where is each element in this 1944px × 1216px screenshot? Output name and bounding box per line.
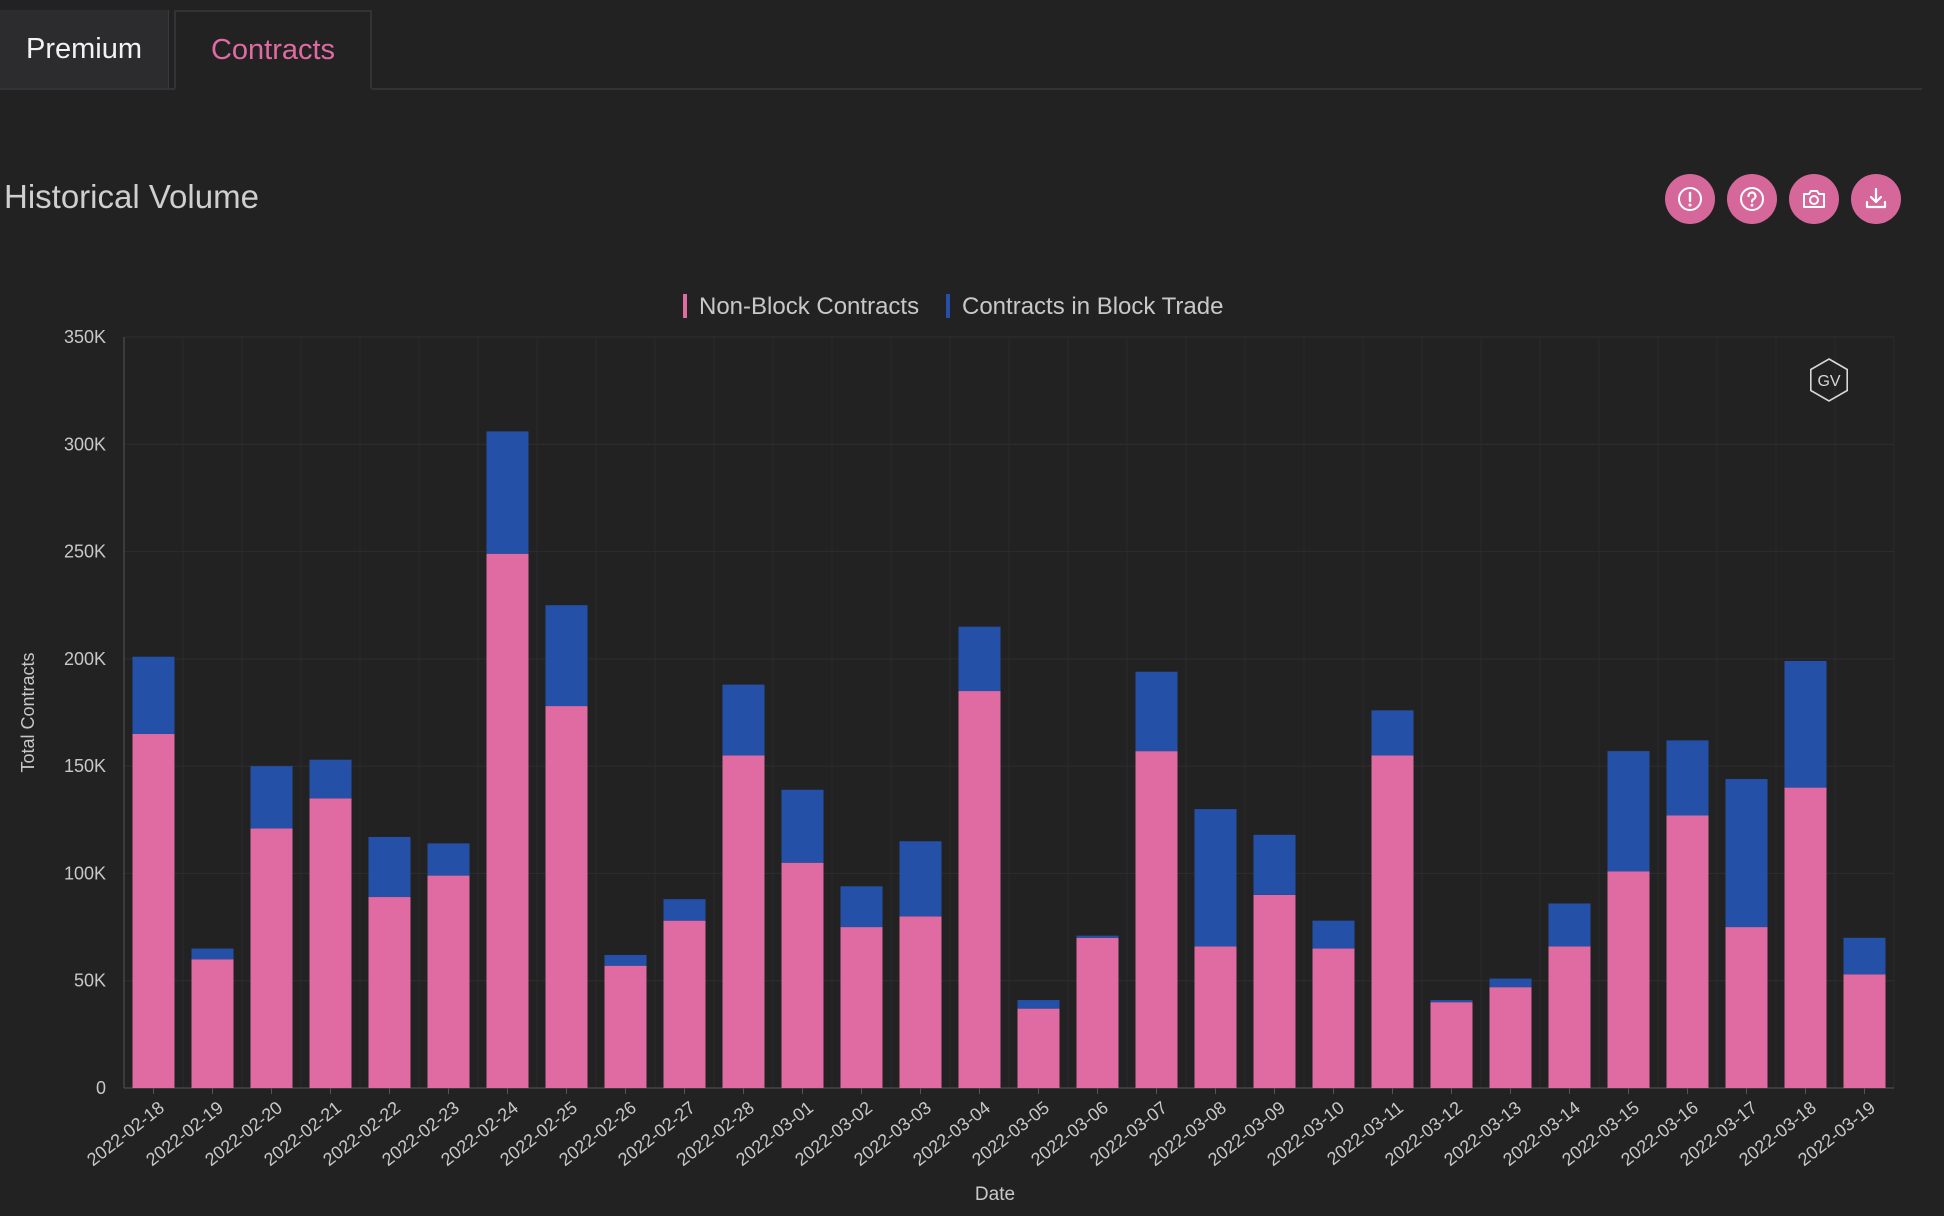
bar-non-block[interactable] <box>604 965 647 1088</box>
bar-block-trade[interactable] <box>781 789 824 863</box>
alert-icon <box>1678 187 1702 211</box>
bar-block-trade[interactable] <box>427 843 470 876</box>
screenshot-button[interactable] <box>1789 174 1839 224</box>
y-tick-label: 150K <box>64 756 106 776</box>
bar-non-block[interactable] <box>1784 787 1827 1088</box>
bar-non-block[interactable] <box>368 897 411 1088</box>
download-button[interactable] <box>1851 174 1901 224</box>
y-tick-label: 300K <box>64 434 106 454</box>
bar-block-trade[interactable] <box>368 836 411 898</box>
bar-non-block[interactable] <box>309 798 352 1088</box>
bar-non-block[interactable] <box>1725 927 1768 1088</box>
bar-block-trade[interactable] <box>545 605 588 707</box>
bar-non-block[interactable] <box>840 927 883 1088</box>
bar-non-block[interactable] <box>1843 974 1886 1088</box>
bar-block-trade[interactable] <box>1843 937 1886 975</box>
bar-non-block[interactable] <box>132 733 175 1088</box>
bar-block-trade[interactable] <box>1430 1000 1473 1003</box>
bar-non-block[interactable] <box>1194 946 1237 1088</box>
bar-non-block[interactable] <box>781 862 824 1088</box>
bar-block-trade[interactable] <box>1017 1000 1060 1009</box>
bar-block-trade[interactable] <box>1607 751 1650 872</box>
tab-bar: Premium Contracts <box>0 0 1922 90</box>
y-axis-title: Total Contracts <box>18 652 38 772</box>
bar-block-trade[interactable] <box>1784 661 1827 788</box>
bar-block-trade[interactable] <box>899 841 942 917</box>
bar-block-trade[interactable] <box>191 948 234 960</box>
bar-non-block[interactable] <box>663 920 706 1088</box>
y-tick-label: 250K <box>64 542 106 562</box>
bar-non-block[interactable] <box>1489 987 1532 1088</box>
bar-non-block[interactable] <box>1017 1008 1060 1088</box>
y-tick-label: 50K <box>74 971 106 991</box>
bar-non-block[interactable] <box>1666 815 1709 1088</box>
watermark-logo <box>1810 358 1848 402</box>
bar-block-trade[interactable] <box>1312 920 1355 949</box>
bar-block-trade[interactable] <box>722 684 765 756</box>
y-tick-label: 350K <box>64 327 106 347</box>
legend-item-block-trade[interactable]: Contracts in Block Trade <box>962 293 1223 320</box>
legend-swatch <box>946 294 950 318</box>
tab-contracts[interactable]: Contracts <box>174 10 372 90</box>
bar-non-block[interactable] <box>1607 871 1650 1088</box>
bar-non-block[interactable] <box>899 916 942 1088</box>
y-tick-label: 200K <box>64 649 106 669</box>
bar-non-block[interactable] <box>486 553 529 1088</box>
bar-non-block[interactable] <box>545 706 588 1088</box>
bar-block-trade[interactable] <box>486 431 529 554</box>
bar-non-block[interactable] <box>427 875 470 1088</box>
bar-non-block[interactable] <box>1371 755 1414 1088</box>
bar-non-block[interactable] <box>1076 937 1119 1088</box>
bar-non-block[interactable] <box>1253 894 1296 1088</box>
bar-block-trade[interactable] <box>1076 935 1119 938</box>
bar-block-trade[interactable] <box>1194 809 1237 947</box>
legend-item-non-block[interactable]: Non-Block Contracts <box>699 293 919 320</box>
camera-icon <box>1803 190 1825 208</box>
watermark-text: GV <box>1817 373 1840 390</box>
bar-block-trade[interactable] <box>1135 671 1178 752</box>
bar-non-block[interactable] <box>1548 946 1591 1088</box>
bar-block-trade[interactable] <box>840 886 883 928</box>
help-button[interactable] <box>1727 174 1777 224</box>
y-tick-label: 100K <box>64 863 106 883</box>
bar-block-trade[interactable] <box>958 626 1001 692</box>
tab-premium[interactable]: Premium <box>0 10 169 88</box>
bar-non-block[interactable] <box>1312 948 1355 1088</box>
bar-block-trade[interactable] <box>309 759 352 799</box>
bar-block-trade[interactable] <box>604 954 647 966</box>
bar-block-trade[interactable] <box>1666 740 1709 816</box>
bar-non-block[interactable] <box>958 691 1001 1088</box>
bar-non-block[interactable] <box>191 959 234 1088</box>
bar-non-block[interactable] <box>250 828 293 1088</box>
bar-block-trade[interactable] <box>250 766 293 829</box>
bar-block-trade[interactable] <box>1548 903 1591 947</box>
bar-block-trade[interactable] <box>663 899 706 921</box>
download-icon <box>1865 187 1887 209</box>
bar-block-trade[interactable] <box>1253 834 1296 895</box>
bar-block-trade[interactable] <box>1371 710 1414 756</box>
bar-non-block[interactable] <box>1430 1002 1473 1088</box>
bar-non-block[interactable] <box>722 755 765 1088</box>
bar-non-block[interactable] <box>1135 751 1178 1088</box>
y-tick-label: 0 <box>96 1078 106 1098</box>
bar-block-trade[interactable] <box>132 656 175 734</box>
historical-volume-chart: 050K100K150K200K250K300K350K2022-02-1820… <box>18 293 1895 1205</box>
alert-button[interactable] <box>1665 174 1715 224</box>
section-title: Historical Volume <box>4 178 259 215</box>
bar-block-trade[interactable] <box>1489 978 1532 988</box>
bar-block-trade[interactable] <box>1725 779 1768 928</box>
x-axis-title: Date <box>975 1184 1015 1205</box>
help-icon <box>1740 187 1764 211</box>
legend-swatch <box>683 294 687 318</box>
